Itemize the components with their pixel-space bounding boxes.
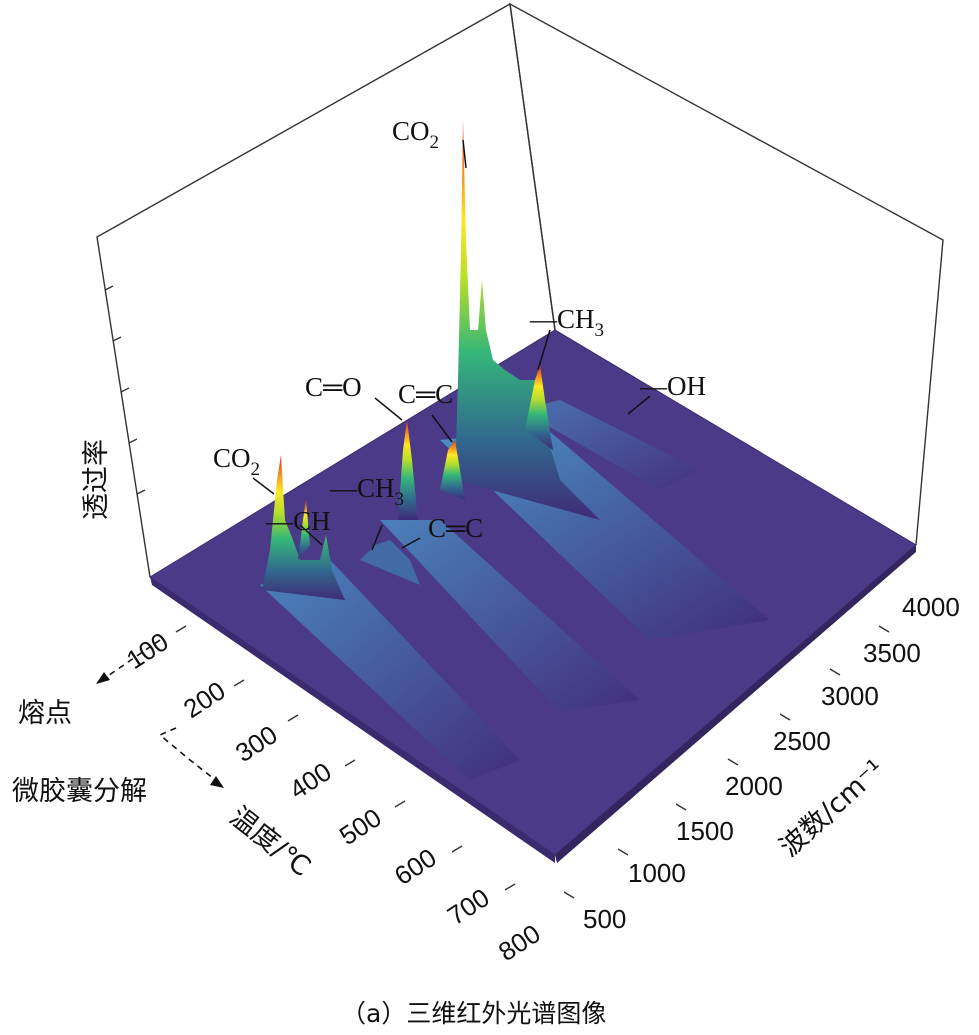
temp-tick-label: 400: [284, 756, 337, 805]
leader-ch-left: [299, 524, 323, 546]
surface: [149, 120, 917, 863]
leader-cc-mid: [431, 414, 453, 443]
peak-co2-main: [455, 120, 600, 520]
ridge-band: [260, 560, 520, 780]
temp-tick-label: 500: [334, 802, 387, 851]
temp-tick-label: 600: [389, 842, 442, 891]
ridge-band: [520, 400, 700, 490]
wn-tick-mark: [779, 713, 791, 721]
temp-axis-label: 温度/℃: [224, 801, 317, 883]
front-edge-face: [150, 577, 555, 863]
leader-ch3-right: [537, 329, 551, 371]
temp-tick-mark: [175, 625, 187, 633]
wn-tick-mark: [675, 803, 687, 811]
peak-ch3-right: [525, 365, 553, 450]
wn-axis-label: 波数/cm⁻¹: [774, 754, 891, 864]
wn-tick-label: 4000: [902, 592, 960, 622]
peak-co2-left: [262, 455, 345, 600]
peak-ch-left: [298, 500, 310, 560]
z-tick: [120, 387, 130, 393]
temp-tick-label: 200: [178, 675, 231, 724]
right-edge-face: [555, 545, 916, 863]
peak-cc-mid: [440, 440, 465, 500]
leader-cc-left: [401, 537, 421, 549]
leader-lines: [252, 139, 651, 551]
wn-tick-label: 1000: [628, 858, 686, 888]
peak-label-oh: —OH: [639, 371, 706, 401]
melting-point-arrowhead: [96, 672, 110, 684]
temp-tick-label: 100: [121, 626, 174, 675]
wn-tick-mark: [617, 848, 629, 856]
z-axis-label: 透过率: [81, 439, 112, 520]
temp-tick-mark: [451, 845, 463, 853]
temp-tick-mark: [233, 679, 245, 687]
box-back-right-panel: [509, 2, 944, 546]
wn-tick-mark: [829, 668, 841, 676]
wn-tick-label: 2000: [725, 771, 783, 801]
peak-labels: CO2 —CH3 —OH C═O C═C CO2 —CH —CH3 C═C: [213, 116, 706, 543]
leader-ch3-left: [371, 524, 383, 551]
peak-label-co2-left: CO2: [213, 443, 260, 480]
leader-co2-left: [252, 477, 275, 495]
leader-co: [374, 397, 403, 421]
peak-co: [398, 420, 418, 520]
z-axis-ticks: [104, 285, 146, 495]
temp-tick-mark: [504, 883, 516, 891]
decomposition-arrow: [158, 727, 219, 783]
peak-small-bump: [360, 540, 420, 585]
z-tick: [136, 489, 146, 495]
wn-tick-label: 1500: [676, 816, 734, 846]
wn-tick-mark: [727, 758, 739, 766]
axes-box: [96, 2, 944, 578]
temp-tick-mark: [344, 759, 356, 767]
phase-annotations: 熔点 微胶囊分解: [12, 639, 224, 807]
z-tick: [128, 438, 138, 444]
peak-label-ch3-left: —CH3: [329, 473, 404, 510]
peak-label-co2-main: CO2: [392, 116, 439, 153]
peak-label-cc-left: C═C: [428, 513, 483, 543]
ridge-band: [380, 520, 640, 712]
wn-tick-mark: [878, 625, 890, 633]
temp-tick-mark: [287, 714, 299, 722]
temp-tick-label: 300: [230, 719, 283, 768]
temp-tick-mark: [394, 800, 406, 808]
temp-tick-label: 700: [442, 882, 495, 931]
melting-point-label: 熔点: [18, 698, 72, 729]
wn-tick-label: 3500: [863, 638, 921, 668]
decomposition-label: 微胶囊分解: [12, 776, 147, 807]
wn-tick-mark: [563, 891, 575, 899]
figure-caption: （a）三维红外光谱图像: [341, 999, 606, 1028]
temp-tick-label: 800: [493, 918, 546, 967]
z-tick: [104, 285, 114, 291]
peak-label-ch3-right: —CH3: [529, 304, 604, 341]
decomposition-arrowhead: [210, 776, 224, 788]
peak-label-ch-left: —CH: [265, 506, 331, 536]
peak-label-cc-mid: C═C: [398, 379, 453, 409]
z-tick: [112, 336, 122, 342]
melting-point-arrow: [101, 639, 161, 681]
leader-oh: [627, 395, 651, 415]
wn-tick-label: 3000: [821, 681, 879, 711]
wn-tick-label: 2500: [773, 726, 831, 756]
wn-tick-label: 500: [583, 904, 626, 934]
leader-co2-main: [462, 139, 467, 169]
peak-label-co: C═O: [305, 372, 362, 402]
